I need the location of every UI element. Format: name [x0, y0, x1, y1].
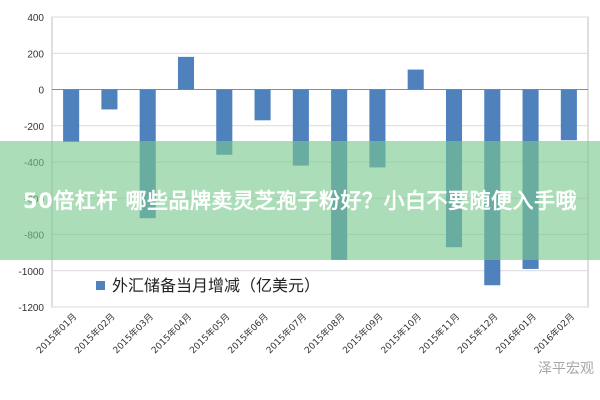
y-tick-label: 200: [27, 49, 44, 60]
y-tick-label: 400: [27, 13, 44, 24]
banner-text: 50倍杠杆 哪些品牌卖灵芝孢子粉好？小白不要随便入手哦: [22, 188, 578, 213]
y-tick-label: 0: [38, 86, 44, 97]
y-tick-label: -200: [24, 122, 44, 133]
legend-label: 外汇储备当月增减（亿美元）: [112, 276, 320, 295]
bar: [254, 89, 271, 121]
bar: [101, 89, 118, 110]
bar: [63, 89, 80, 143]
overlay-banner: 50倍杠杆 哪些品牌卖灵芝孢子粉好？小白不要随便入手哦: [0, 141, 600, 260]
y-tick-label: -1200: [18, 303, 44, 314]
bar: [560, 89, 577, 141]
bar: [407, 69, 424, 90]
legend-swatch: [96, 281, 105, 290]
bar: [216, 89, 233, 155]
watermark: 泽平宏观: [538, 361, 594, 377]
bar: [177, 56, 195, 90]
y-tick-label: -1000: [18, 267, 44, 278]
x-tick-label: 2016年02月: [531, 311, 577, 357]
